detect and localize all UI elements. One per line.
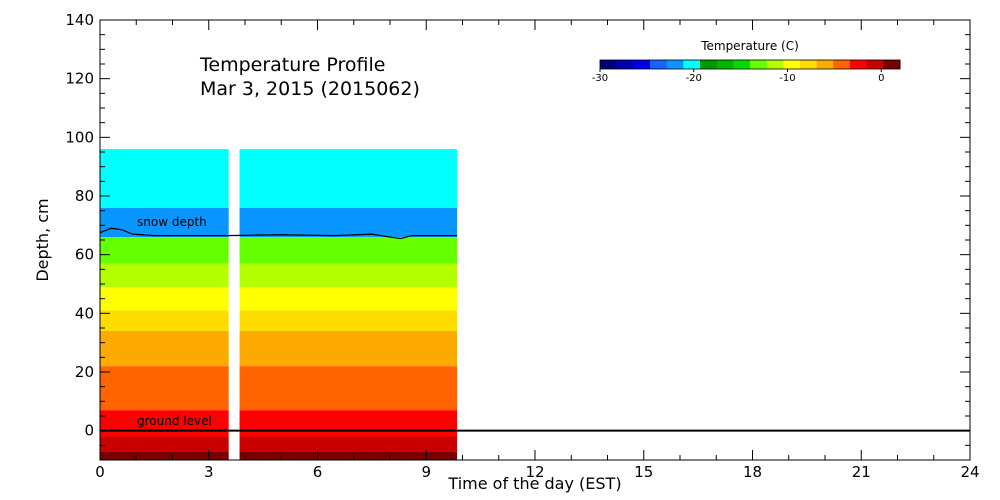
colorbar-swatch — [616, 60, 634, 69]
axes: 0 3 6 9 12 15 18 21 24 0 20 40 60 80 100 120 140 — [65, 11, 979, 481]
x-tick-label: 0 — [95, 463, 105, 481]
colorbar-tick-label: -10 — [779, 73, 795, 84]
heatmap-cells — [100, 149, 458, 460]
heatmap-cell — [100, 286, 229, 311]
colorbar-tick-label: 0 — [878, 73, 884, 84]
chart-title: Temperature Profile — [199, 54, 385, 76]
colorbar-swatch — [666, 60, 684, 69]
heatmap-cell — [239, 237, 458, 264]
heatmap-cell — [100, 366, 229, 396]
colorbar-tick-label: -20 — [686, 73, 702, 84]
heatmap-cell — [100, 451, 229, 460]
colorbar-swatch — [866, 60, 884, 69]
colorbar-swatch — [883, 60, 901, 69]
y-tick-label: 120 — [65, 70, 94, 88]
snow-depth-annotation: snow depth — [137, 215, 207, 229]
y-tick-label: 20 — [75, 363, 94, 381]
heatmap-cell — [239, 207, 458, 238]
colorbar-swatch — [733, 60, 751, 69]
heatmap-cell — [100, 330, 229, 367]
y-axis-title: Depth, cm — [33, 198, 52, 281]
x-tick-label: 24 — [960, 463, 979, 481]
y-tick-label: 60 — [75, 246, 94, 264]
colorbar: -30 -20 -10 0 — [592, 59, 901, 84]
colorbar-tick-label: -30 — [592, 73, 608, 84]
y-tick-label: 80 — [75, 187, 94, 205]
snow-depth-line — [100, 227, 458, 240]
y-tick-label: 140 — [65, 11, 94, 29]
colorbar-swatch — [783, 60, 801, 69]
y-tick-label: 100 — [65, 128, 94, 146]
heatmap-cell — [100, 395, 229, 411]
colorbar-swatch — [683, 60, 701, 69]
colorbar-swatch — [800, 60, 818, 69]
heatmap-cell — [239, 366, 458, 396]
chart-subtitle: Mar 3, 2015 (2015062) — [200, 78, 420, 100]
colorbar-swatch — [766, 60, 784, 69]
ground-level-annotation: ground level — [137, 414, 212, 428]
heatmap-cell — [239, 395, 458, 411]
colorbar-title: Temperature (C) — [700, 39, 799, 53]
x-tick-label: 6 — [313, 463, 323, 481]
x-axis-title: Time of the day (EST) — [447, 474, 621, 493]
heatmap-cell — [239, 149, 458, 208]
heatmap-cell — [239, 310, 458, 331]
heatmap-cell — [239, 436, 458, 452]
heatmap-cell — [100, 237, 229, 264]
heatmap-cell — [239, 263, 458, 287]
colorbar-swatch — [850, 60, 868, 69]
x-tick-label: 18 — [743, 463, 762, 481]
heatmap-cell — [100, 436, 229, 452]
heatmap-cell — [100, 410, 229, 437]
x-tick-label: 12 — [525, 463, 544, 481]
colorbar-swatch — [716, 60, 734, 69]
heatmap-cell — [239, 451, 458, 460]
heatmap-cell — [239, 410, 458, 437]
x-tick-label: 9 — [421, 463, 431, 481]
heatmap-cell — [239, 330, 458, 367]
colorbar-swatch — [750, 60, 768, 69]
snow-depth-series — [100, 227, 458, 240]
y-tick-label: 0 — [84, 422, 94, 440]
colorbar-swatch — [600, 60, 618, 69]
x-tick-label: 21 — [852, 463, 871, 481]
colorbar-swatch — [833, 60, 851, 69]
x-tick-label: 15 — [634, 463, 653, 481]
heatmap-cell — [239, 286, 458, 311]
heatmap-cell — [100, 149, 229, 208]
colorbar-swatch — [633, 60, 651, 69]
y-tick-label: 40 — [75, 304, 94, 322]
x-tick-label: 3 — [204, 463, 214, 481]
colorbar-swatch — [700, 60, 718, 69]
colorbar-swatch — [816, 60, 834, 69]
heatmap-cell — [100, 207, 229, 238]
colorbar-swatch — [650, 60, 668, 69]
heatmap-cell — [100, 310, 229, 331]
heatmap-cell — [100, 263, 229, 287]
colorbar-frame — [599, 59, 901, 70]
